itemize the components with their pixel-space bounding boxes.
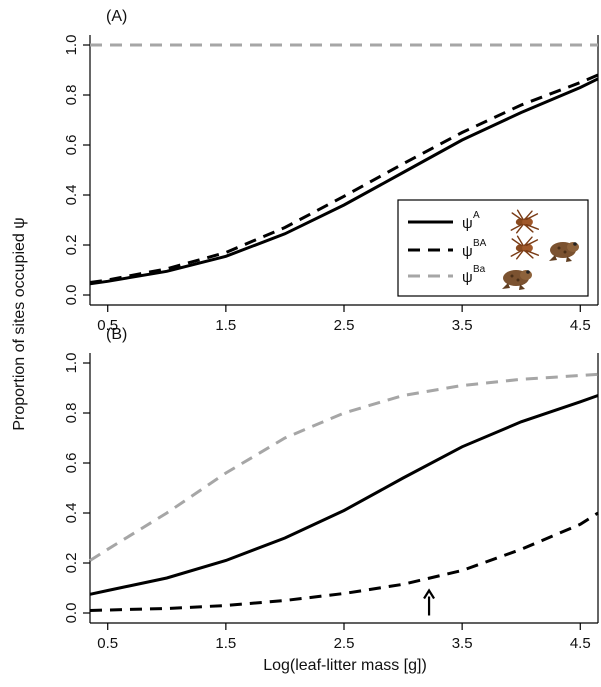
series-line-psiBA — [89, 511, 599, 612]
series-line-psiA — [89, 77, 599, 286]
y-tick-label: 0.4 — [63, 503, 80, 524]
frog-icon — [502, 270, 532, 290]
panel-label: (A) — [106, 8, 127, 25]
y-tick-label: 0.4 — [63, 185, 80, 206]
legend-symbol: ψ — [462, 243, 473, 260]
x-tick-label: 2.5 — [334, 635, 355, 652]
spider-icon — [510, 209, 540, 234]
x-tick-label: 1.5 — [215, 635, 236, 652]
y-tick-label: 0.8 — [63, 403, 80, 424]
y-tick-label: 0.0 — [63, 603, 80, 624]
legend-symbol: ψ — [462, 215, 473, 232]
series-line-psiBA — [89, 73, 599, 284]
panel-b: 0.0 0.2 0.4 0.6 0.8 1.0 0.5 1.5 2.5 3.5 4.5 (B) — [63, 326, 599, 652]
x-axis-title: Log(leaf-litter mass [g]) — [263, 657, 427, 674]
y-tick-label: 1.0 — [63, 35, 80, 56]
x-tick-label: 4.5 — [570, 317, 591, 334]
x-tick-label: 3.5 — [452, 317, 473, 334]
x-tick-label: 3.5 — [452, 635, 473, 652]
legend-superscript: A — [473, 210, 480, 221]
y-tick-label: 0.8 — [63, 85, 80, 106]
x-tick-label: 2.5 — [334, 317, 355, 334]
series-line-psiA — [89, 394, 599, 596]
y-axis-title: Proportion of sites occupied ψ — [11, 217, 28, 430]
x-tick-label: 0.5 — [97, 635, 118, 652]
y-tick-label: 0.6 — [63, 135, 80, 156]
x-tick-label: 0.5 — [97, 317, 118, 334]
y-tick-label: 0.2 — [63, 553, 80, 574]
x-tick-label: 4.5 — [570, 635, 591, 652]
y-tick-label: 1.0 — [63, 353, 80, 374]
y-tick-label: 0.2 — [63, 235, 80, 256]
y-tick-label: 0.0 — [63, 285, 80, 306]
x-tick-label: 1.5 — [215, 317, 236, 334]
legend-superscript: Ba — [473, 264, 486, 275]
legend-superscript: BA — [473, 238, 487, 249]
frog-icon — [549, 242, 579, 262]
legend-symbol: ψ — [462, 269, 473, 286]
spider-icon — [510, 235, 540, 260]
panel-a: 0.00.20.40.60.81.00.5 1.5 2.5 3.5 4.5(A)ψ Aψ B… — [63, 8, 599, 334]
panel-label: (B) — [106, 326, 127, 343]
series-line-psiBa — [89, 372, 599, 562]
y-tick-label: 0.6 — [63, 453, 80, 474]
annotation-arrow-head — [423, 588, 435, 600]
legend: ψ Aψ BAψ Ba — [397, 199, 589, 297]
